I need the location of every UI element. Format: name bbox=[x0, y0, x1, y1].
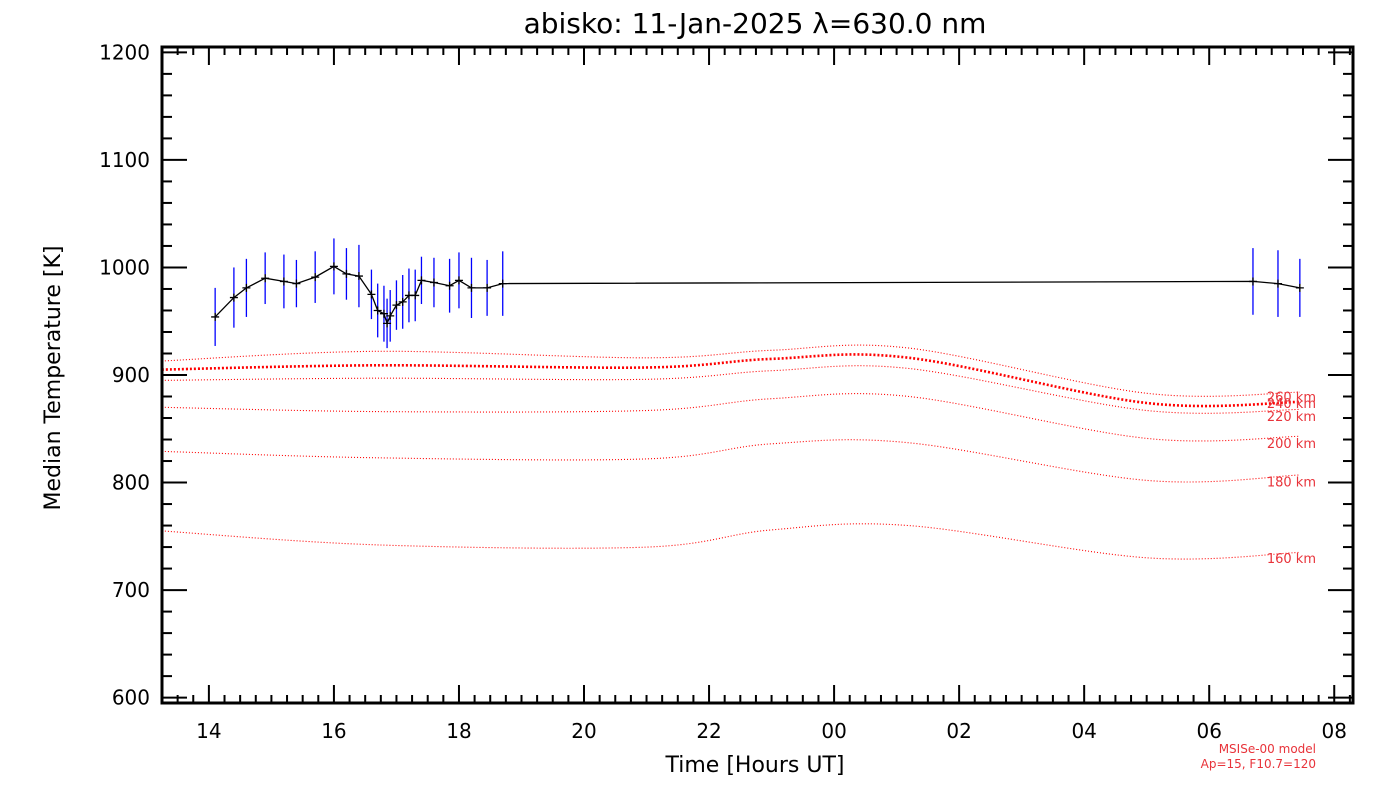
data-point bbox=[292, 279, 301, 288]
model-curve-220-km bbox=[161, 365, 1300, 414]
plot-frame bbox=[160, 45, 1355, 705]
x-axis-label: Time [Hours UT] bbox=[665, 753, 845, 778]
model-curves bbox=[161, 344, 1300, 560]
data-point bbox=[386, 311, 395, 320]
model-curve-200-km bbox=[161, 393, 1300, 442]
model-curve-260-km bbox=[161, 344, 1300, 397]
data-point bbox=[229, 293, 238, 302]
x-tick-label: 04 bbox=[1071, 719, 1096, 743]
data-point bbox=[498, 279, 507, 288]
y-axis-label: Median Temperature [K] bbox=[41, 246, 66, 511]
chart-title: abisko: 11-Jan-2025 λ=630.0 nm bbox=[524, 7, 987, 40]
x-axis: 14 16 18 20 22 00 02 04 06 08 bbox=[161, 47, 1351, 743]
y-tick-label: 900 bbox=[112, 363, 150, 387]
model-label: 260 km bbox=[1267, 391, 1316, 406]
data-point bbox=[1295, 283, 1304, 292]
data-point bbox=[354, 272, 363, 281]
x-tick-label: 18 bbox=[446, 719, 471, 743]
model-curve-160-km bbox=[161, 523, 1300, 560]
y-tick-label: 600 bbox=[112, 686, 150, 710]
model-label: 180 km bbox=[1267, 475, 1316, 490]
model-curve-180-km bbox=[161, 439, 1300, 483]
x-tick-label: 00 bbox=[821, 719, 846, 743]
data-point bbox=[242, 283, 251, 292]
data-point bbox=[211, 312, 220, 321]
y-tick-label: 1200 bbox=[99, 40, 150, 64]
x-tick-label: 22 bbox=[696, 719, 721, 743]
model-label: 240 km bbox=[1267, 397, 1316, 412]
measured-series bbox=[211, 238, 1304, 349]
data-point bbox=[279, 277, 288, 286]
data-point bbox=[429, 278, 438, 287]
data-point bbox=[261, 274, 270, 283]
data-point bbox=[1248, 277, 1257, 286]
y-tick-label: 1100 bbox=[99, 148, 150, 172]
model-curve-240-km bbox=[161, 353, 1300, 408]
x-tick-label: 16 bbox=[321, 719, 346, 743]
data-point bbox=[454, 276, 463, 285]
x-tick-label: 14 bbox=[196, 719, 221, 743]
y-axis: 600 700 800 900 1000 1100 1200 bbox=[99, 40, 1353, 710]
data-point bbox=[383, 319, 392, 328]
model-label: 200 km bbox=[1267, 437, 1316, 452]
data-point bbox=[398, 297, 407, 306]
data-point bbox=[445, 281, 454, 290]
model-note-line-1: MSISe-00 model bbox=[1219, 742, 1316, 756]
x-tick-label: 06 bbox=[1196, 719, 1221, 743]
model-label: 220 km bbox=[1267, 410, 1316, 425]
y-tick-label: 700 bbox=[112, 578, 150, 602]
data-point bbox=[342, 269, 351, 278]
model-label: 160 km bbox=[1267, 552, 1316, 567]
data-point bbox=[311, 273, 320, 282]
x-tick-label: 02 bbox=[946, 719, 971, 743]
data-point bbox=[417, 276, 426, 285]
data-point bbox=[367, 290, 376, 299]
data-point bbox=[483, 283, 492, 292]
data-point bbox=[373, 306, 382, 315]
model-note-line-2: Ap=15, F10.7=120 bbox=[1201, 757, 1316, 771]
x-tick-label: 20 bbox=[571, 719, 596, 743]
y-tick-label: 800 bbox=[112, 471, 150, 495]
y-tick-label: 1000 bbox=[99, 255, 150, 279]
data-point bbox=[1273, 279, 1282, 288]
data-point bbox=[329, 262, 338, 271]
data-point bbox=[411, 291, 420, 300]
data-point bbox=[467, 283, 476, 292]
x-tick-label: 08 bbox=[1322, 719, 1347, 743]
data-point bbox=[392, 301, 401, 310]
data-point bbox=[379, 309, 388, 318]
